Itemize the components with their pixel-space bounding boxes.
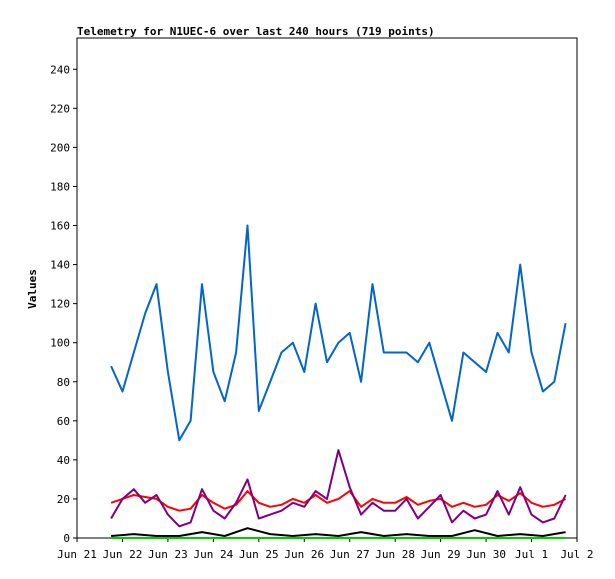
x-tick-label: Jun 30: [466, 548, 506, 561]
x-tick-label: Jul 2: [560, 548, 593, 561]
series-layer: [110, 224, 567, 539]
x-tick-label: Jun 24: [193, 548, 233, 561]
x-tick-label: Jun 26: [284, 548, 324, 561]
y-tick-label: 240: [50, 63, 70, 76]
x-tick-label: Jun 28: [375, 548, 415, 561]
chart-title: Telemetry for N1UEC-6 over last 240 hour…: [77, 25, 435, 38]
x-tick-label: Jun 23: [148, 548, 188, 561]
y-tick-label: 220: [50, 102, 70, 115]
y-tick-label: 80: [57, 376, 70, 389]
series-line-1: [110, 490, 567, 512]
y-tick-label: 20: [57, 493, 70, 506]
y-tick-label: 100: [50, 337, 70, 350]
y-axis: 0 20 40 60 80 100 120 140 160 180 200 220 240: [50, 63, 77, 545]
x-tick-label: Jul 1: [515, 548, 548, 561]
series-line-3: [111, 527, 566, 537]
y-tick-label: 120: [50, 298, 70, 311]
y-tick-label: 180: [50, 180, 70, 193]
series-line-0: [110, 224, 567, 442]
x-tick-label: Jun 21: [57, 548, 97, 561]
x-tick-label: Jun 22: [103, 548, 143, 561]
y-tick-label: 160: [50, 220, 70, 233]
y-tick-label: 140: [50, 259, 70, 272]
x-tick-label: Jun 29: [421, 548, 461, 561]
x-tick-label: Jun 27: [330, 548, 370, 561]
y-tick-label: 0: [63, 532, 70, 545]
x-axis: Jun 21 Jun 22 Jun 23 Jun 24 Jun 25 Jun 26 Jun …: [57, 538, 594, 561]
y-axis-label: Values: [26, 269, 39, 309]
series-line-2: [110, 449, 567, 528]
x-tick-label: Jun 25: [239, 548, 279, 561]
y-tick-label: 40: [57, 454, 70, 467]
y-tick-label: 200: [50, 141, 70, 154]
plot-frame: [76, 37, 578, 539]
y-tick-label: 60: [57, 415, 70, 428]
